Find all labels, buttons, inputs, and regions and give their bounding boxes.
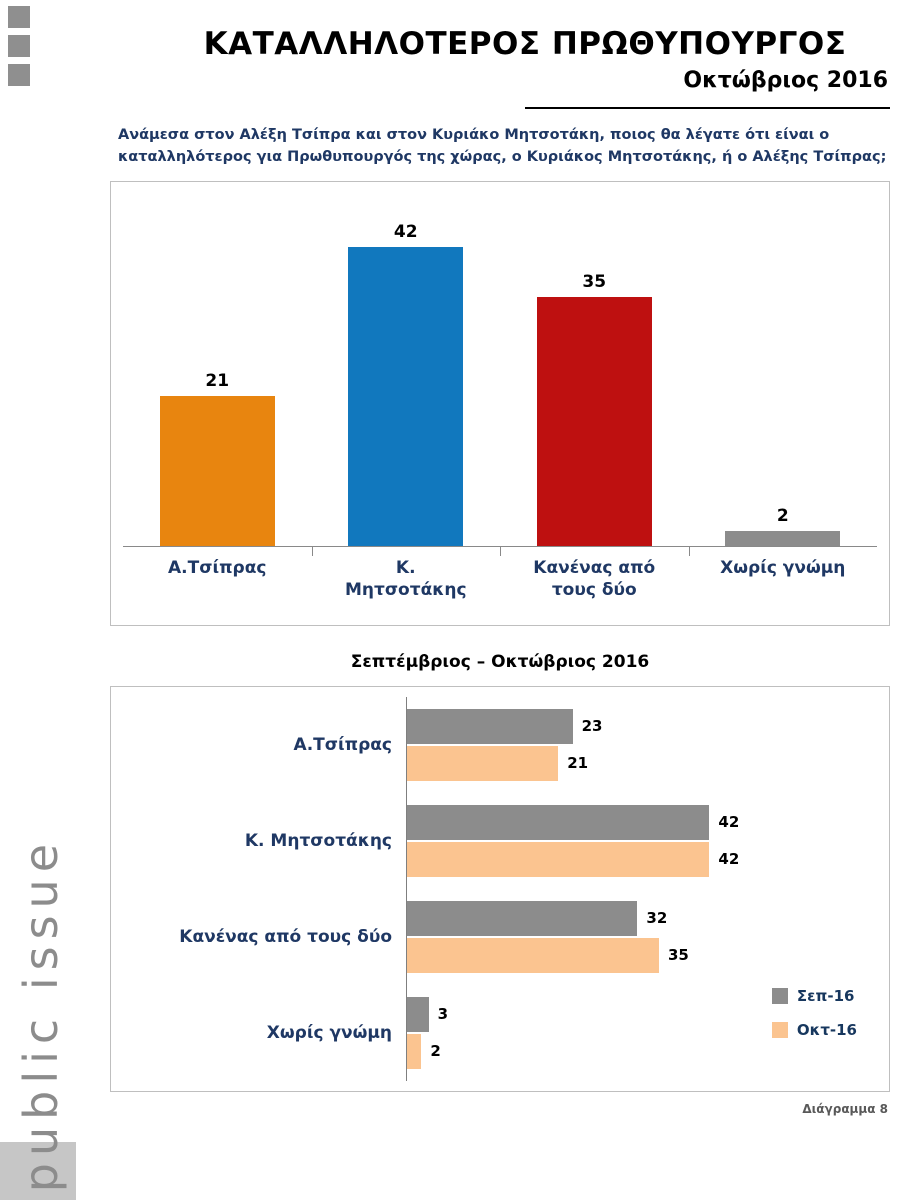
bar-value-label: 3 (437, 1005, 449, 1024)
legend-item-sep16: Σεπ-16 (771, 986, 857, 1005)
bar-value-label: 42 (718, 850, 740, 869)
bar-group: 42 (312, 222, 501, 546)
bar (407, 900, 638, 936)
bar-group: 35 (500, 272, 689, 546)
bar-row: 2 (407, 1033, 875, 1070)
bar-value-label: 23 (581, 717, 603, 736)
bar-row: 23 (407, 708, 875, 745)
vertical-bar-plot-area: 21 42 35 2 (123, 196, 877, 547)
legend-swatch-okt16 (771, 1021, 788, 1038)
comparison-horizontal-bar-chart: Α.Τσίπρας 23 21 Κ. Μητσοτάκης 42 42 Κανένας απ… (110, 685, 890, 1092)
bar-row: 42 (407, 841, 875, 878)
bar-value-label: 42 (718, 813, 740, 832)
legend-label-sep16: Σεπ-16 (796, 986, 855, 1005)
title-underline (525, 107, 890, 109)
bar (407, 708, 573, 744)
page-subtitle: Οκτώβριος 2016 (683, 68, 888, 93)
chart-number-note: Διάγραμμα 8 (802, 1101, 888, 1116)
comparison-chart-title: Σεπτέμβριος – Οκτώβριος 2016 (350, 651, 650, 672)
bar (407, 1033, 422, 1069)
bar-row: 35 (407, 937, 875, 974)
category-label: Α.Τσίπρας (293, 734, 392, 755)
category-label: Κανένας από τους δύο (500, 546, 689, 615)
bar-group: 21 (123, 371, 312, 546)
bar (407, 841, 710, 877)
bar (407, 937, 659, 973)
october-vertical-bar-chart: 21 42 35 2 Α.Τσίπρας Κ. Μητσοτάκης Κανένας απ… (110, 180, 890, 626)
bar-value-label: 42 (393, 222, 418, 243)
bar (407, 745, 559, 781)
bar-group: 2 (689, 506, 878, 546)
bar-row: 42 (407, 804, 875, 841)
group-bars: 32 35 (406, 888, 875, 985)
horizontal-bar-plot-area: Α.Τσίπρας 23 21 Κ. Μητσοτάκης 42 42 Κανένας απ… (111, 696, 875, 1081)
category-label: Χωρίς γνώμη (266, 1022, 392, 1043)
bar-value-label: 32 (646, 909, 668, 928)
group-bars: 23 21 (406, 696, 875, 793)
legend-label-okt16: Οκτ-16 (796, 1020, 857, 1039)
bar (407, 804, 710, 840)
category-label: Κ. Μητσοτάκης (311, 546, 501, 615)
comparison-group: Χωρίς γνώμη 3 2 (111, 984, 875, 1081)
category-label: Χωρίς γνώμη (688, 546, 878, 615)
decor-square (8, 35, 30, 57)
content-area: ΚΑΤΑΛΛΗΛΟΤΕΡΟΣ ΠΡΩΘΥΠΟΥΡΓΟΣ Οκτώβριος 20… (110, 0, 890, 1116)
corner-squares-decoration (8, 6, 30, 86)
bar-row: 21 (407, 745, 875, 782)
comparison-group: Κανένας από τους δύο 32 35 (111, 888, 875, 985)
bar-value-label: 35 (582, 272, 607, 292)
category-label: Α.Τσίπρας (168, 557, 267, 578)
bar (407, 996, 429, 1032)
category-label: Κανένας από τους δύο (179, 926, 392, 947)
bar (159, 396, 275, 546)
bar-row: 32 (407, 900, 875, 937)
category-label: Κ. Μητσοτάκης (244, 830, 392, 851)
bar-value-label: 21 (205, 371, 230, 392)
comparison-group: Κ. Μητσοτάκης 42 42 (111, 792, 875, 889)
header: ΚΑΤΑΛΛΗΛΟΤΕΡΟΣ ΠΡΩΘΥΠΟΥΡΓΟΣ Οκτώβριος 20… (110, 0, 890, 109)
bar-row: 3 (407, 996, 875, 1033)
survey-question: Ανάμεσα στον Αλέξη Τσίπρα και στον Κυριά… (118, 127, 887, 165)
bar (348, 247, 464, 546)
page-title: ΚΑΤΑΛΛΗΛΟΤΕΡΟΣ ΠΡΩΘΥΠΟΥΡΓΟΣ (203, 26, 847, 62)
decor-square (8, 6, 30, 28)
vertical-bar-category-labels: Α.Τσίπρας Κ. Μητσοτάκης Κανένας από τους δ… (123, 546, 878, 615)
public-issue-logo: public issue (14, 836, 68, 1192)
logo-background-block (0, 1142, 76, 1200)
legend-swatch-sep16 (771, 987, 788, 1004)
bar-value-label: 35 (668, 946, 689, 965)
bar-value-label: 2 (430, 1042, 441, 1061)
bar (725, 531, 841, 546)
legend-item-okt16: Οκτ-16 (771, 1020, 857, 1039)
bar-value-label: 21 (567, 754, 589, 773)
chart-legend: Σεπ-16 Οκτ-16 (771, 986, 857, 1039)
group-bars: 42 42 (406, 792, 875, 889)
comparison-group: Α.Τσίπρας 23 21 (111, 696, 875, 793)
bar-value-label: 2 (776, 506, 789, 527)
decor-square (8, 64, 30, 86)
bar (536, 297, 652, 546)
